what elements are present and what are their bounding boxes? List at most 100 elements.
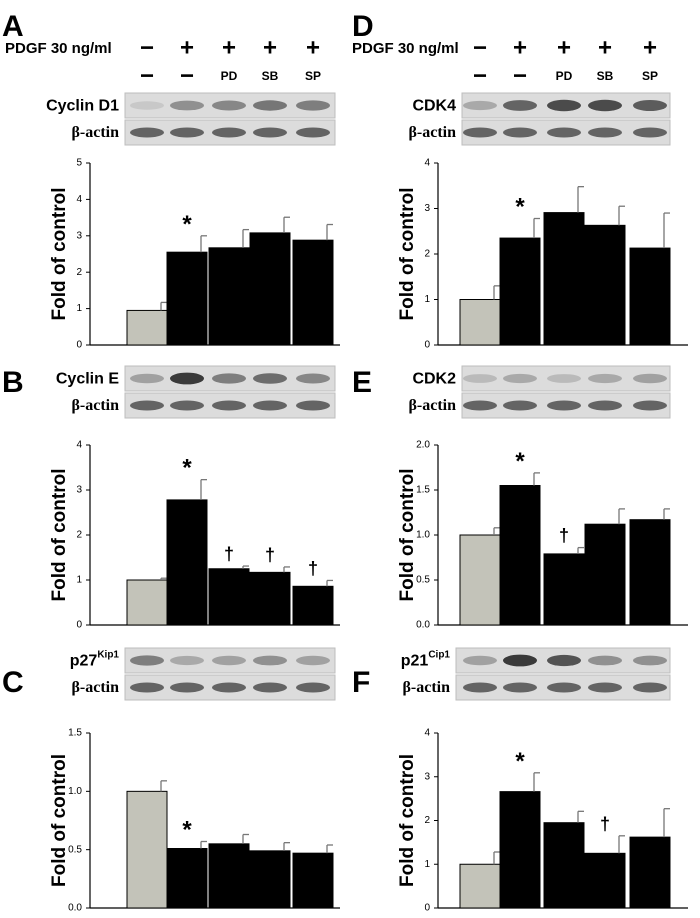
treatment-sign: + (598, 34, 612, 61)
panel-letter: E (352, 366, 372, 399)
blot-label: p27Kip1 (70, 649, 120, 670)
y-tick-label: 1 (76, 303, 82, 314)
treatment-sign: + (643, 34, 657, 61)
bar (629, 519, 671, 626)
bar (249, 232, 291, 346)
treatment-sign: − (513, 62, 527, 89)
blot-band (130, 127, 164, 138)
blot-band (633, 127, 667, 138)
blot-band (633, 682, 667, 693)
treatment-sign: + (263, 34, 277, 61)
blot-band (170, 400, 204, 411)
blot-band (633, 100, 667, 111)
treatment-sign: − (140, 62, 154, 89)
y-tick-label: 0.5 (416, 575, 430, 586)
y-tick-label: 0 (424, 903, 430, 914)
treatment-sign: + (180, 34, 194, 61)
y-tick-label: 1.5 (416, 485, 430, 496)
blot-band (170, 655, 204, 666)
significance-asterisk: * (515, 448, 525, 475)
bar-chart-e: 0.0 0.5 1.0 1.5 2.0 Fold of control * † (397, 440, 688, 631)
y-tick-label: 1 (424, 294, 430, 305)
blot-band (253, 400, 287, 411)
y-tick-label: 3 (76, 230, 82, 241)
bar (499, 791, 541, 909)
significance-asterisk: * (515, 748, 525, 775)
blot-band (253, 373, 287, 384)
y-tick-label: 1 (76, 575, 82, 586)
inhibitor-label: SP (305, 69, 321, 83)
panel-letter: D (352, 10, 374, 43)
y-tick-label: 2 (424, 815, 430, 826)
bar-chart-f: 0 1 2 3 4 Fold of control * † (397, 728, 688, 914)
y-tick-label: 4 (424, 158, 430, 169)
blot-band (463, 100, 497, 111)
blot-band (296, 682, 330, 693)
treatment-sign: + (306, 34, 320, 61)
significance-asterisk: * (182, 211, 192, 238)
bar (166, 251, 208, 346)
bar (208, 568, 250, 626)
inhibitor-label: PD (556, 69, 573, 83)
treatment-sign: + (513, 34, 527, 61)
blot-band (547, 99, 581, 112)
blot-band (633, 400, 667, 411)
treatment-sign: − (140, 34, 154, 61)
significance-asterisk: * (182, 817, 192, 844)
blot-band (170, 372, 204, 385)
blot-band (130, 373, 164, 384)
bar (459, 863, 501, 909)
blot-band (296, 127, 330, 138)
blot-band (633, 655, 667, 666)
bar (166, 848, 208, 909)
blot-band (463, 127, 497, 138)
significance-asterisk: * (182, 455, 192, 482)
bar (292, 239, 334, 346)
blot-band (547, 127, 581, 138)
bar (126, 790, 168, 909)
blot-band (503, 100, 537, 111)
y-tick-label: 5 (76, 158, 82, 169)
bar (459, 534, 501, 626)
y-tick-label: 2 (76, 267, 82, 278)
blot-band (503, 127, 537, 138)
inhibitor-label: SB (597, 69, 614, 83)
bar (584, 224, 626, 346)
bar (459, 299, 501, 346)
blot-label: p21Cip1 (401, 649, 451, 670)
y-tick-label: 3 (76, 485, 82, 496)
treatment-label: PDGF 30 ng/ml (352, 40, 459, 57)
blot-band (463, 374, 497, 383)
blot-band (253, 127, 287, 138)
bar (543, 212, 585, 346)
y-axis-label: Fold of control (49, 188, 70, 321)
y-tick-label: 4 (424, 728, 430, 739)
blot-band (463, 682, 497, 693)
blot-band (212, 682, 246, 693)
y-tick-label: 0.0 (68, 903, 82, 914)
bar-chart-b: 0 1 2 3 4 Fold of control * † † † (49, 440, 340, 631)
panel-letter: F (352, 666, 370, 699)
panel-letter: C (2, 666, 24, 699)
y-tick-label: 4 (76, 194, 82, 205)
actin-label: β-actin (402, 679, 450, 696)
blot-band (463, 655, 497, 666)
blot-band (253, 682, 287, 693)
inhibitor-label: SP (642, 69, 658, 83)
bar (584, 523, 626, 626)
blot-band (503, 400, 537, 411)
y-axis-label: Fold of control (397, 188, 418, 321)
y-tick-label: 3 (424, 771, 430, 782)
treatment-sign: − (473, 62, 487, 89)
blot-band (296, 400, 330, 411)
bar (292, 585, 334, 626)
bar (543, 822, 585, 909)
bar (629, 247, 671, 346)
blot-band (212, 127, 246, 138)
blot-band (588, 400, 622, 411)
blot-band (296, 100, 330, 111)
